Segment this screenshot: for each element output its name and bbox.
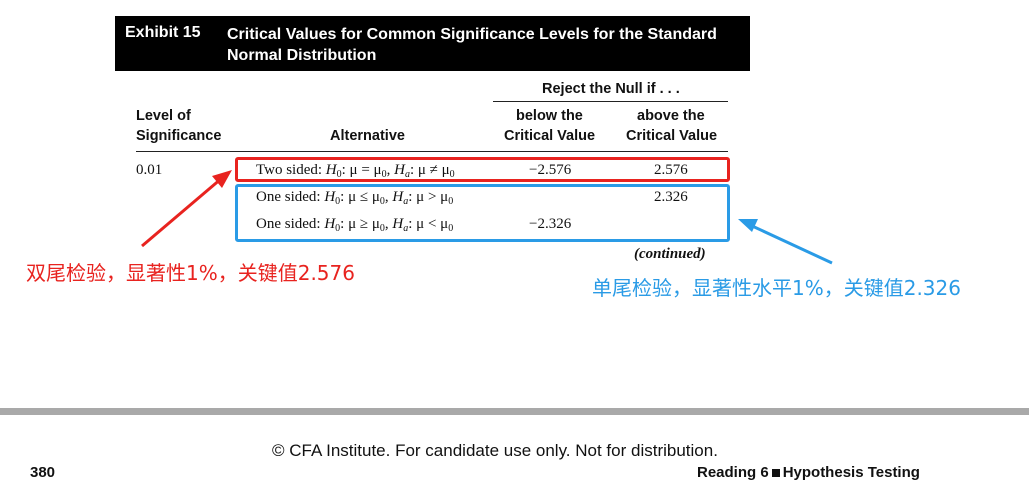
reject-null-header: Reject the Null if . . . — [542, 81, 680, 97]
blue-arrow-icon — [738, 219, 833, 265]
footer-divider — [0, 408, 1029, 415]
reading-title: Reading 6 Hypothesis Testing — [697, 464, 920, 481]
level-header-line2: Significance — [136, 128, 222, 144]
two-sided-highlight-box — [235, 157, 730, 182]
header-bottom-rule — [136, 151, 728, 152]
alternative-two-sided: Two sided: H0: μ = μ0, Ha: μ ≠ μ0 — [256, 162, 455, 180]
reject-header-rule — [493, 101, 728, 102]
page-number: 380 — [30, 464, 56, 481]
exhibit-header: Exhibit 15 Critical Values for Common Si… — [115, 16, 750, 71]
above-header-line2: Critical Value — [626, 128, 718, 144]
two-sided-note: 双尾检验，显著性1%，关键值2.576 — [26, 261, 355, 285]
one-sided-note: 单尾检验，显著性水平1%，关键值2.326 — [592, 276, 961, 300]
above-value-one-sided-upper: 2.326 — [654, 189, 688, 205]
alternative-one-sided-lower: One sided: H0: μ ≥ μ0, Ha: μ < μ0 — [256, 216, 454, 234]
one-sided-highlight-box — [235, 184, 730, 242]
continued-label: (continued) — [634, 246, 706, 262]
below-value-two-sided: −2.576 — [529, 162, 572, 178]
red-arrow-icon — [141, 170, 232, 248]
alternative-header: Alternative — [330, 128, 405, 144]
below-value-one-sided-lower: −2.326 — [529, 216, 572, 232]
exhibit-label: Exhibit 15 — [125, 24, 201, 41]
above-header-line1: above the — [637, 108, 705, 124]
below-header-line1: below the — [516, 108, 583, 124]
alternative-one-sided-upper: One sided: H0: μ ≤ μ0, Ha: μ > μ0 — [256, 189, 454, 207]
below-header-line2: Critical Value — [504, 128, 596, 144]
copyright-notice: © CFA Institute. For candidate use only.… — [272, 441, 718, 460]
significance-level: 0.01 — [136, 162, 163, 178]
above-value-two-sided: 2.576 — [654, 162, 688, 178]
exhibit-title: Critical Values for Common Significance … — [227, 26, 717, 64]
level-header-line1: Level of — [136, 108, 191, 124]
square-bullet-icon — [771, 468, 780, 477]
